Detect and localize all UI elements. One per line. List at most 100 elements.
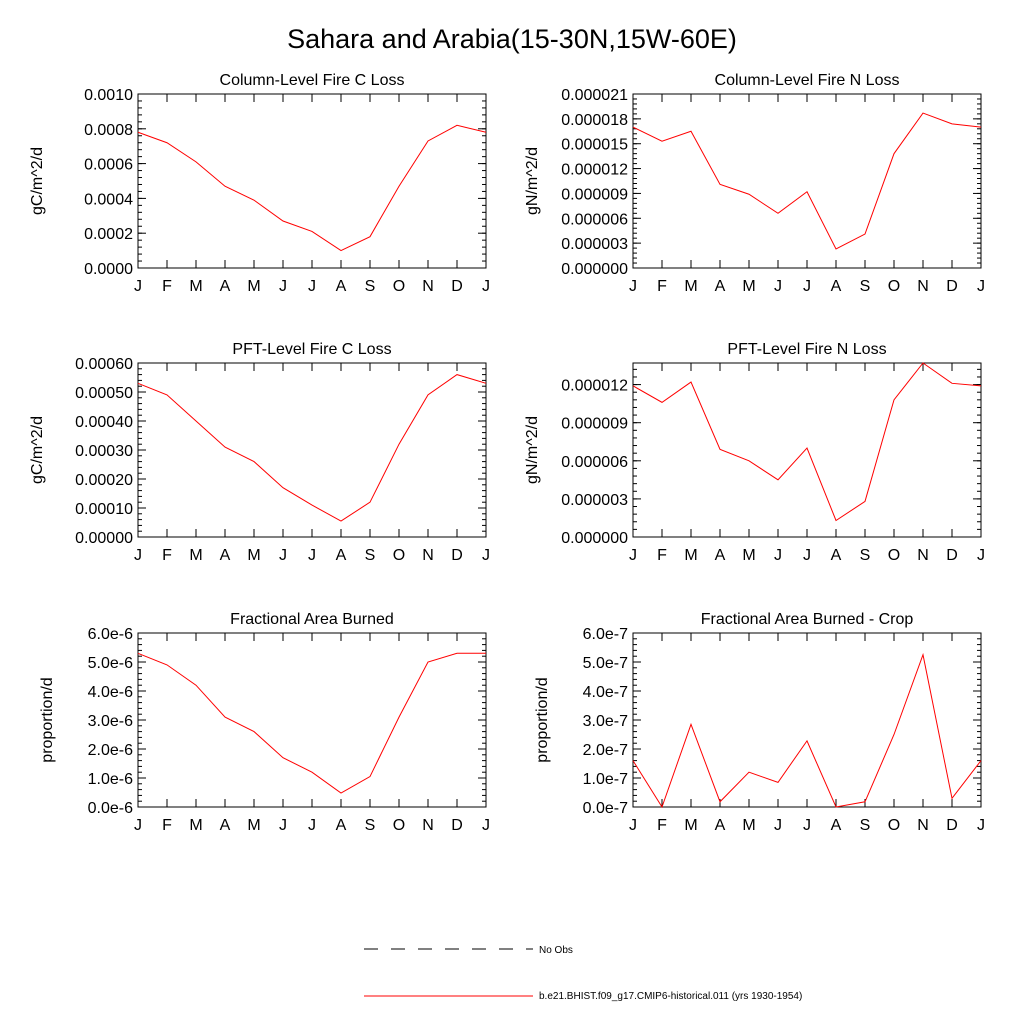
x-tick-label: N: [422, 547, 434, 564]
x-tick-label: M: [247, 817, 260, 834]
x-tick-label: M: [189, 547, 202, 564]
x-tick-label: A: [336, 278, 347, 295]
chart-panel-6: Fractional Area Burned - Crop proportion/…: [534, 611, 985, 834]
x-tick-label: N: [917, 817, 929, 834]
series-line-1: [632, 362, 982, 522]
y-tick-label: 6.0e-6: [88, 626, 133, 643]
plot-frame: [137, 362, 487, 538]
x-tick-label: M: [684, 547, 697, 564]
x-tick-label: O: [393, 278, 405, 295]
x-tick-label: O: [888, 817, 900, 834]
panel-title: PFT-Level Fire N Loss: [727, 341, 886, 358]
y-tick-label: 0.000012: [561, 162, 628, 179]
x-tick-label: F: [162, 547, 172, 564]
x-tick-label: M: [189, 278, 202, 295]
y-tick-label: 0.00000: [75, 530, 133, 547]
y-tick-label: 0.000003: [561, 236, 628, 253]
y-axis-label: gC/m^2/d: [29, 147, 46, 215]
x-tick-label: F: [657, 278, 667, 295]
panel-title: Fractional Area Burned - Crop: [701, 611, 914, 628]
plot-frame: [137, 93, 487, 269]
x-tick-label: J: [279, 278, 287, 295]
x-tick-label: M: [247, 547, 260, 564]
y-tick-label: 0.000006: [561, 454, 628, 471]
y-tick-label: 0.000015: [561, 137, 628, 154]
y-tick-label: 2.0e-6: [88, 742, 133, 759]
plot-frame: [632, 362, 982, 538]
x-tick-label: M: [742, 278, 755, 295]
x-tick-label: N: [917, 547, 929, 564]
x-tick-label: A: [336, 547, 347, 564]
x-tick-label: J: [482, 547, 490, 564]
x-tick-label: J: [308, 547, 316, 564]
x-tick-label: O: [393, 547, 405, 564]
y-tick-label: 0.00020: [75, 472, 133, 489]
x-tick-label: J: [629, 278, 637, 295]
y-tick-label: 5.0e-7: [583, 655, 628, 672]
y-tick-label: 0.000003: [561, 492, 628, 509]
y-tick-label: 0.000009: [561, 186, 628, 203]
x-tick-label: A: [220, 547, 231, 564]
y-tick-label: 0.000006: [561, 211, 628, 228]
x-tick-label: J: [482, 817, 490, 834]
x-tick-label: D: [451, 278, 463, 295]
x-tick-label: J: [134, 278, 142, 295]
x-tick-label: O: [888, 547, 900, 564]
x-tick-label: N: [917, 278, 929, 295]
y-tick-label: 6.0e-7: [583, 626, 628, 643]
x-tick-label: J: [308, 817, 316, 834]
x-tick-label: M: [247, 278, 260, 295]
y-axis-label: proportion/d: [39, 677, 56, 762]
x-tick-label: J: [308, 278, 316, 295]
x-tick-label: J: [279, 817, 287, 834]
legend-no-obs-label: No Obs: [539, 945, 573, 956]
y-tick-label: 0.0002: [84, 226, 133, 243]
y-tick-label: 0.0008: [84, 122, 133, 139]
y-tick-label: 0.000000: [561, 261, 628, 278]
series-line-1: [137, 374, 487, 522]
x-tick-label: J: [977, 817, 985, 834]
x-tick-label: O: [888, 278, 900, 295]
x-tick-label: S: [365, 547, 376, 564]
x-tick-label: A: [336, 817, 347, 834]
y-tick-label: 0.0010: [84, 87, 133, 104]
x-tick-label: N: [422, 278, 434, 295]
x-tick-label: J: [774, 278, 782, 295]
y-tick-label: 5.0e-6: [88, 655, 133, 672]
x-tick-label: N: [422, 817, 434, 834]
y-tick-label: 0.000009: [561, 416, 628, 433]
x-tick-label: J: [134, 547, 142, 564]
y-tick-label: 1.0e-6: [88, 771, 133, 788]
panel-title: Column-Level Fire C Loss: [220, 72, 405, 89]
x-tick-label: M: [189, 817, 202, 834]
series-line-1: [137, 652, 486, 794]
x-tick-label: A: [715, 817, 726, 834]
y-axis-label: gN/m^2/d: [524, 416, 541, 484]
x-tick-label: J: [803, 817, 811, 834]
y-tick-label: 0.0006: [84, 157, 133, 174]
series-line-1: [632, 112, 982, 250]
series-line-1: [632, 652, 982, 809]
x-tick-label: A: [831, 278, 842, 295]
x-tick-label: S: [365, 278, 376, 295]
x-tick-label: J: [279, 547, 287, 564]
x-tick-label: M: [742, 817, 755, 834]
y-tick-label: 0.000018: [561, 112, 628, 129]
y-axis-label: gN/m^2/d: [524, 147, 541, 215]
x-tick-label: A: [831, 547, 842, 564]
plot-frame: [137, 632, 487, 808]
x-tick-label: F: [162, 278, 172, 295]
x-tick-label: D: [451, 817, 463, 834]
x-tick-label: F: [657, 817, 667, 834]
x-tick-label: D: [451, 547, 463, 564]
panel-title: Fractional Area Burned: [230, 611, 394, 628]
x-tick-label: M: [684, 817, 697, 834]
y-tick-label: 0.00030: [75, 443, 133, 460]
x-tick-label: S: [860, 547, 871, 564]
y-tick-label: 0.0000: [84, 261, 133, 278]
y-tick-label: 3.0e-6: [88, 713, 133, 730]
